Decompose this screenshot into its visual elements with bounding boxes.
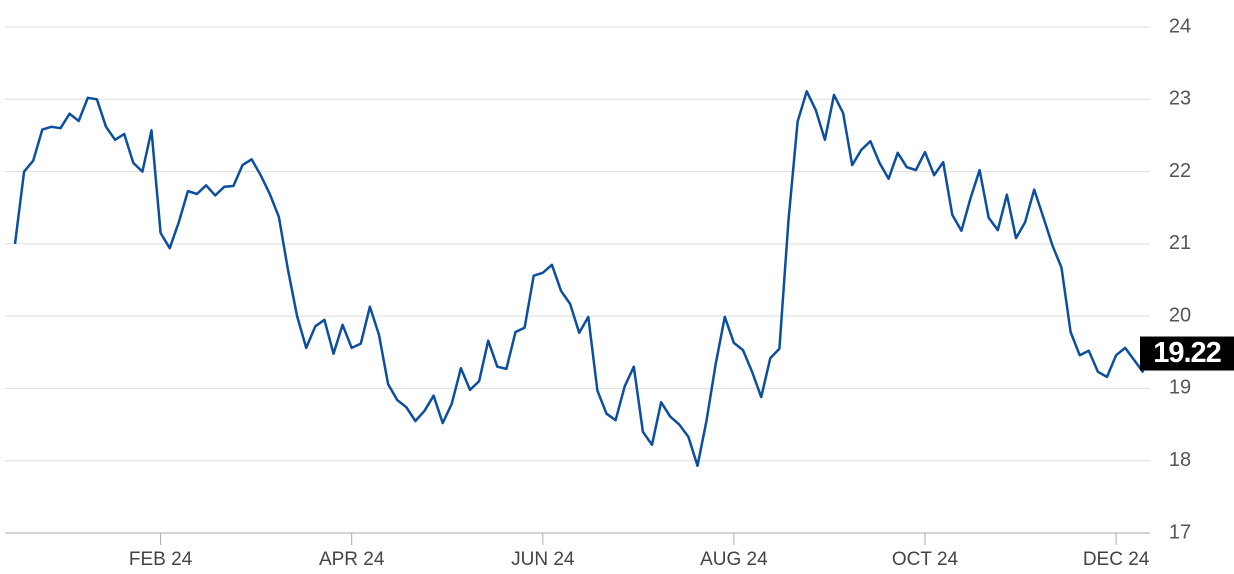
x-tick-label: OCT 24 (892, 549, 959, 570)
x-tick-label: FEB 24 (129, 549, 193, 570)
last-price: 19.22 (1153, 337, 1221, 369)
y-tick-label: 23 (1169, 88, 1191, 110)
y-tick-label: 21 (1169, 232, 1191, 254)
badge-box (1140, 336, 1234, 371)
y-tick-label: 18 (1169, 449, 1191, 471)
x-tick-label: DEC 24 (1083, 549, 1150, 570)
x-tick-label: JUN 24 (511, 549, 575, 570)
last-price-badge: 19.22 (1140, 336, 1234, 371)
y-tick-label: 17 (1169, 521, 1191, 543)
price-line (13, 90, 1145, 468)
x-tick-label: AUG 24 (700, 549, 768, 570)
y-tick-label: 19 (1169, 377, 1191, 399)
y-tick-label: 24 (1169, 15, 1191, 37)
y-tick-label: 22 (1169, 160, 1191, 182)
x-tick-label: APR 24 (319, 549, 385, 570)
y-tick-label: 20 (1169, 304, 1191, 326)
